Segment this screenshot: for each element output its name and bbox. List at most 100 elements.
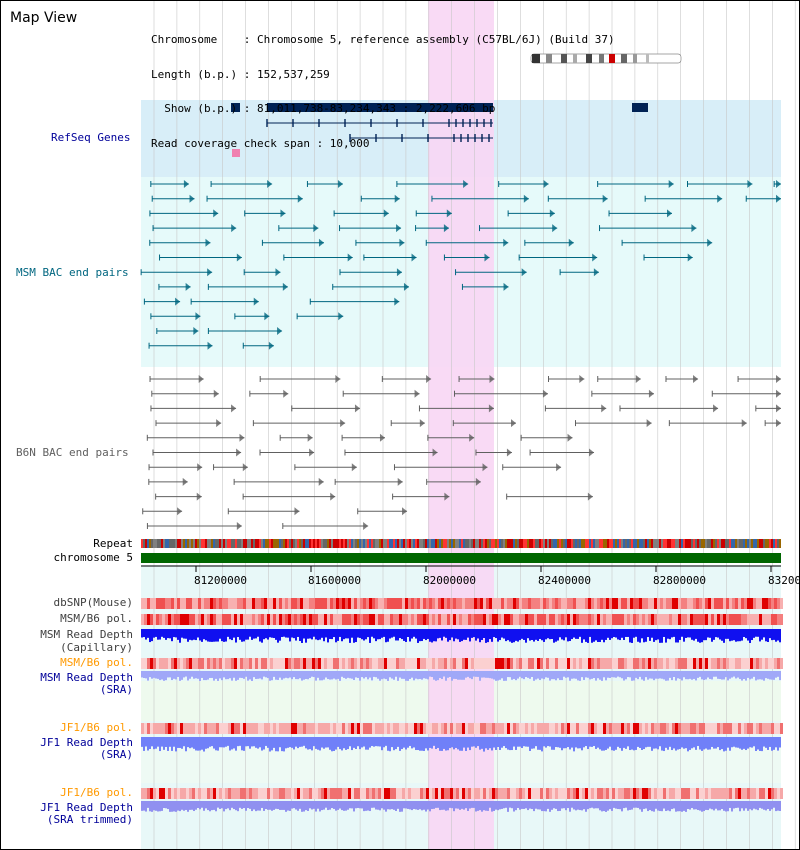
read-depth-bar <box>625 801 627 808</box>
read-depth-bar <box>515 737 517 750</box>
polymorphism-cell <box>660 658 663 669</box>
read-depth-bar <box>605 737 607 750</box>
polymorphism-cell <box>555 598 558 609</box>
read-depth-bar <box>755 737 757 751</box>
chromosome-bar <box>141 553 781 563</box>
polymorphism-cell <box>582 614 585 625</box>
read-depth-bar <box>219 801 221 809</box>
read-depth-bar <box>647 671 649 680</box>
read-depth-bar <box>637 629 639 642</box>
read-depth-bar <box>213 671 215 681</box>
repeat-segment <box>367 539 369 548</box>
read-depth-bar <box>539 671 541 681</box>
polymorphism-cell <box>540 598 543 609</box>
read-depth-bar <box>247 801 249 809</box>
read-depth-bar <box>739 801 741 812</box>
polymorphism-cell <box>267 598 270 609</box>
polymorphism-cell <box>432 614 435 625</box>
track-label-msm-depth-capillary[interactable]: MSM Read Depth <box>40 628 133 641</box>
read-depth-bar <box>309 737 311 750</box>
read-depth-bar <box>453 629 455 642</box>
read-depth-bar <box>167 737 169 751</box>
track-label-msm-b6-pol[interactable]: MSM/B6 pol. <box>60 612 133 625</box>
track-label-dbsnp[interactable]: dbSNP(Mouse) <box>53 596 133 609</box>
polymorphism-cell <box>630 788 633 799</box>
polymorphism-cell <box>255 788 258 799</box>
b6n-bac-pair <box>648 389 654 398</box>
msm-bac-pair <box>691 224 697 233</box>
repeat-segment <box>253 539 255 548</box>
polymorphism-cell <box>756 658 759 669</box>
read-depth-bar <box>419 737 421 751</box>
polymorphism-cell <box>261 598 264 609</box>
read-depth-bar <box>557 671 559 679</box>
polymorphism-cell <box>426 658 429 669</box>
polymorphism-cell <box>735 658 738 669</box>
read-depth-bar <box>199 671 201 681</box>
read-depth-bar <box>395 629 397 641</box>
track-label-msm-depth-sra[interactable]: MSM Read Depth <box>40 671 133 684</box>
polymorphism-cell <box>753 658 756 669</box>
read-depth-bar <box>395 801 397 812</box>
read-depth-bar <box>147 629 149 638</box>
track-label-b6n-bac[interactable]: B6N BAC end pairs <box>16 446 129 459</box>
track-label-jf1-b6-pol[interactable]: JF1/B6 pol. <box>60 721 133 734</box>
read-depth-bar <box>361 801 363 809</box>
track-label-chromosome[interactable]: chromosome 5 <box>53 551 133 564</box>
read-depth-bar <box>597 801 599 809</box>
polymorphism-cell <box>327 598 330 609</box>
track-label-repeat[interactable]: Repeat <box>93 537 133 550</box>
read-depth-bar <box>741 629 743 641</box>
info-chromosome: Chromosome : Chromosome 5, reference ass… <box>151 33 615 46</box>
polymorphism-cell <box>426 598 429 609</box>
polymorphism-cell <box>309 614 312 625</box>
read-depth-bar <box>559 801 561 811</box>
read-depth-bar <box>713 671 715 677</box>
polymorphism-cell <box>735 723 738 734</box>
polymorphism-cell <box>354 788 357 799</box>
repeat-segment <box>699 539 701 548</box>
read-depth-bar <box>431 671 433 678</box>
track-label-refseq[interactable]: RefSeq Genes <box>51 131 131 144</box>
repeat-segment <box>661 539 663 548</box>
msm-bac-pair <box>668 180 674 188</box>
read-depth-bar <box>509 737 511 751</box>
polymorphism-cell <box>645 598 648 609</box>
polymorphism-cell <box>540 723 543 734</box>
read-depth-bar <box>569 737 571 750</box>
read-depth-bar <box>161 671 163 680</box>
read-depth-bar <box>427 737 429 751</box>
read-depth-bar <box>341 629 343 642</box>
read-depth-bar <box>755 671 757 681</box>
repeat-segment <box>695 539 697 548</box>
read-depth-bar <box>217 629 219 642</box>
polymorphism-cell <box>513 723 516 734</box>
repeat-segment <box>163 539 165 548</box>
repeat-segment <box>457 539 459 548</box>
polymorphism-cell <box>558 723 561 734</box>
read-depth-bar <box>529 801 531 809</box>
msm-bac-pair <box>552 224 558 233</box>
read-depth-bar <box>401 737 403 750</box>
polymorphism-cell <box>636 614 639 625</box>
read-depth-bar <box>173 801 175 812</box>
repeat-segment <box>193 539 195 548</box>
track-label-msm-b6-pol-sra[interactable]: MSM/B6 pol. <box>60 656 133 669</box>
read-depth-bar <box>457 671 459 680</box>
polymorphism-cell <box>726 788 729 799</box>
polymorphism-cell <box>195 723 198 734</box>
track-label-msm-bac[interactable]: MSM BAC end pairs <box>16 266 129 279</box>
polymorphism-cell <box>453 658 456 669</box>
read-depth-bar <box>305 629 307 643</box>
polymorphism-cell <box>348 723 351 734</box>
polymorphism-cell <box>381 788 384 799</box>
msm-bac-pair <box>443 224 449 233</box>
polymorphism-cell <box>264 614 267 625</box>
polymorphism-cell <box>144 598 147 609</box>
track-label-jf1-b6-pol-trimmed[interactable]: JF1/B6 pol. <box>60 786 133 799</box>
track-label-jf1-depth-trimmed[interactable]: JF1 Read Depth <box>40 801 133 814</box>
track-label-jf1-depth-sra[interactable]: JF1 Read Depth <box>40 736 133 749</box>
read-depth-bar <box>603 737 605 751</box>
read-depth-bar <box>635 671 637 678</box>
